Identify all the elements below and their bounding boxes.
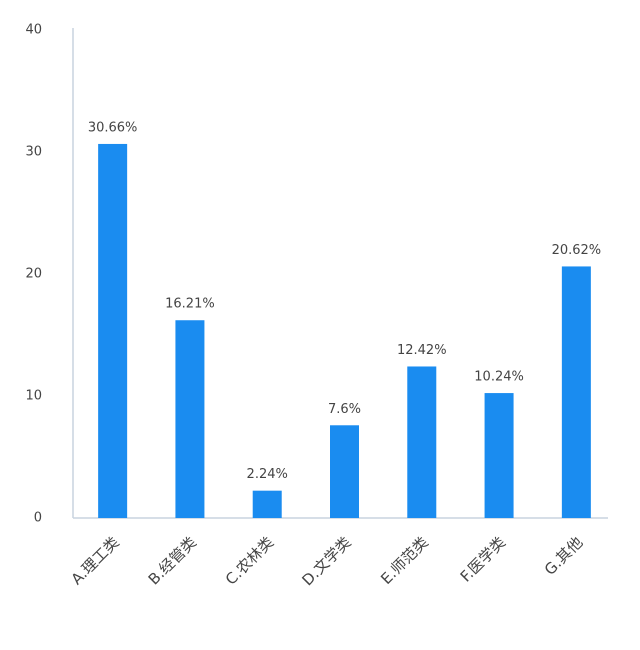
bar <box>407 366 437 518</box>
bar <box>330 425 359 518</box>
value-label: 16.21% <box>165 297 215 312</box>
bar <box>484 393 514 518</box>
x-tick-label: F.医学类 <box>457 533 509 585</box>
x-tick-label: G.其他 <box>541 533 587 579</box>
y-tick-label: 10 <box>25 389 42 404</box>
bar <box>252 490 282 518</box>
y-tick-label: 40 <box>25 23 42 38</box>
y-tick-label: 0 <box>34 511 42 526</box>
value-label: 30.66% <box>88 120 138 135</box>
value-label: 20.62% <box>552 243 602 258</box>
x-tick-label: E.师范类 <box>377 533 432 588</box>
bar <box>98 143 128 518</box>
x-tick-label: A.理工类 <box>68 533 123 588</box>
x-tick-label: C.农林类 <box>222 533 277 588</box>
y-tick-label: 30 <box>25 145 42 160</box>
value-label: 2.24% <box>247 467 288 482</box>
value-label: 12.42% <box>397 343 447 358</box>
x-tick-label: B.经管类 <box>145 533 200 588</box>
value-label: 10.24% <box>474 370 524 385</box>
bar <box>175 320 205 518</box>
bar <box>561 266 591 518</box>
value-label: 7.6% <box>328 402 361 417</box>
x-tick-label: D.文学类 <box>298 533 354 589</box>
y-tick-label: 20 <box>25 267 42 282</box>
